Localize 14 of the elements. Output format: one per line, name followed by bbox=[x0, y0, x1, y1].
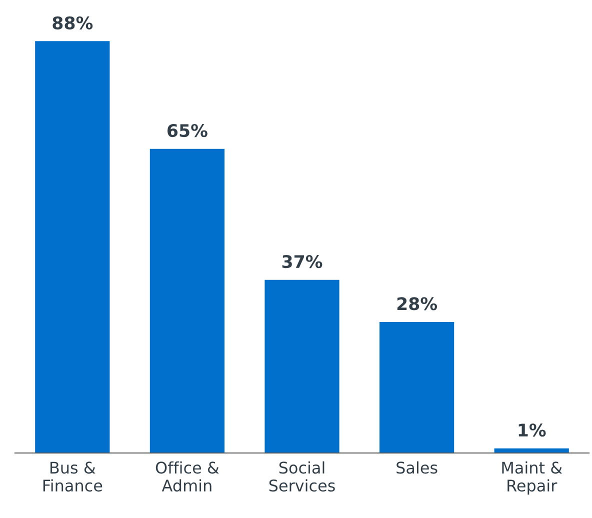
bar bbox=[379, 322, 454, 453]
bar bbox=[150, 148, 225, 453]
bar bbox=[35, 41, 110, 453]
data-label: 65% bbox=[168, 124, 208, 138]
x-tick-label: Office & Admin bbox=[156, 461, 219, 492]
x-tick-label: Maint & Repair bbox=[502, 461, 562, 495]
x-tick-label: Social Services bbox=[269, 461, 335, 492]
data-label: 1% bbox=[518, 423, 546, 437]
x-tick-label: Sales bbox=[396, 461, 438, 474]
data-label: 37% bbox=[282, 255, 322, 268]
bar bbox=[264, 280, 340, 453]
data-label: 88% bbox=[52, 16, 93, 30]
x-tick-label: Bus & Finance bbox=[43, 462, 102, 492]
data-label: 28% bbox=[397, 297, 438, 310]
